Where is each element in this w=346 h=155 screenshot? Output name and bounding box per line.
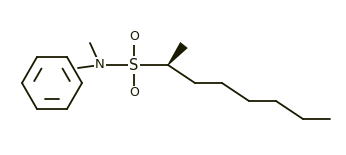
Text: O: O (129, 31, 139, 44)
Text: N: N (95, 58, 105, 71)
Polygon shape (167, 42, 188, 65)
Text: S: S (129, 58, 139, 73)
Text: O: O (129, 86, 139, 100)
